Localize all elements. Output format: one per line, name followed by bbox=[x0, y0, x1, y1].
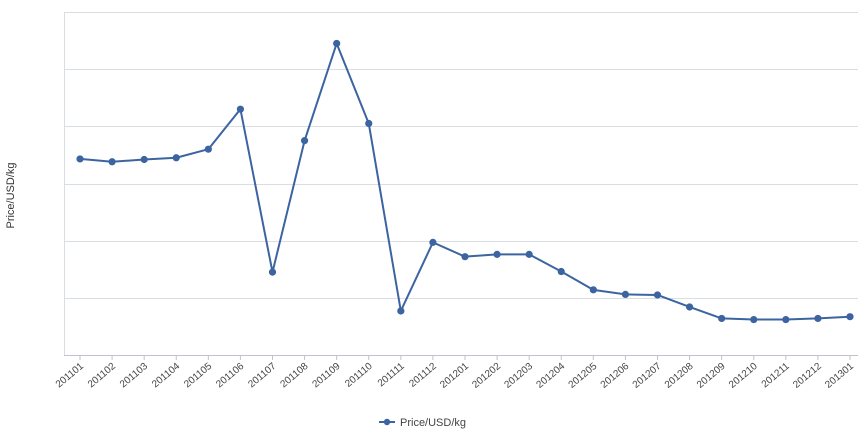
x-tick-label: 201103 bbox=[118, 361, 150, 391]
data-point bbox=[686, 303, 693, 310]
x-tick-label: 201104 bbox=[150, 361, 182, 391]
y-axis-label: Price/USD/kg bbox=[5, 162, 17, 228]
data-point bbox=[76, 155, 83, 162]
x-tick-label: 201208 bbox=[663, 361, 696, 391]
data-point bbox=[590, 286, 597, 293]
data-point bbox=[237, 106, 244, 113]
data-point bbox=[814, 315, 821, 322]
x-tick-label: 201109 bbox=[311, 361, 343, 391]
data-point bbox=[173, 154, 180, 161]
data-point bbox=[461, 253, 468, 260]
data-point bbox=[493, 251, 500, 258]
data-point bbox=[526, 251, 533, 258]
data-point bbox=[782, 316, 789, 323]
data-point bbox=[846, 313, 853, 320]
x-tick-label: 201205 bbox=[567, 361, 600, 391]
x-tick-label: 201111 bbox=[376, 361, 407, 390]
data-point bbox=[301, 137, 308, 144]
data-point bbox=[108, 158, 115, 165]
data-point bbox=[429, 239, 436, 246]
x-tick-label: 201206 bbox=[599, 361, 632, 391]
gridlines bbox=[64, 13, 858, 356]
x-tick-label: 201203 bbox=[502, 361, 535, 391]
data-point bbox=[141, 156, 148, 163]
x-axis-ticks: 201101 201102 201103 201104 201105 201106 2011… bbox=[54, 355, 856, 391]
data-point bbox=[365, 120, 372, 127]
x-tick-label: 201108 bbox=[278, 361, 310, 391]
x-tick-label: 201101 bbox=[54, 361, 86, 391]
x-tick-label: 201110 bbox=[343, 361, 375, 390]
x-tick-label: 201112 bbox=[407, 361, 439, 390]
data-point bbox=[718, 315, 725, 322]
legend-label: Price/USD/kg bbox=[400, 417, 466, 429]
x-tick-label: 201209 bbox=[695, 361, 728, 391]
x-tick-label: 201107 bbox=[246, 361, 278, 391]
x-tick-label: 201207 bbox=[631, 361, 664, 391]
series-line bbox=[80, 43, 850, 319]
x-tick-label: 201211 bbox=[760, 361, 792, 391]
x-tick-label: 201210 bbox=[727, 361, 760, 391]
x-tick-label: 201102 bbox=[86, 361, 118, 391]
data-point bbox=[622, 291, 629, 298]
data-point bbox=[333, 40, 340, 47]
data-point bbox=[205, 146, 212, 153]
data-point bbox=[397, 307, 404, 314]
x-tick-label: 201106 bbox=[214, 361, 246, 391]
legend[interactable]: Price/USD/kg bbox=[379, 417, 466, 429]
x-tick-label: 201202 bbox=[470, 361, 503, 391]
legend-marker-icon bbox=[384, 419, 390, 425]
data-point bbox=[269, 269, 276, 276]
data-point bbox=[654, 291, 661, 298]
data-point bbox=[750, 316, 757, 323]
x-tick-label: 201212 bbox=[791, 361, 824, 391]
x-tick-label: 201301 bbox=[823, 361, 856, 391]
x-tick-label: 201105 bbox=[182, 361, 214, 391]
data-point bbox=[558, 268, 565, 275]
x-tick-label: 201201 bbox=[438, 361, 471, 391]
x-tick-label: 201204 bbox=[535, 361, 568, 391]
